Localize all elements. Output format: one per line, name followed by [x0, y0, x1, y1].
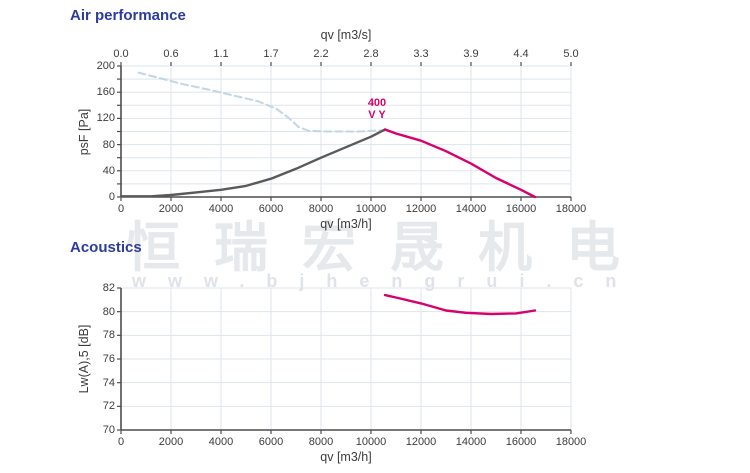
- top-tick-label: 1.7: [263, 48, 279, 60]
- system-curve: [137, 71, 386, 133]
- x-tick-label: 0: [117, 203, 125, 215]
- top-axis-title: qv [m3/s]: [320, 28, 372, 42]
- acoustics-plot: [117, 287, 572, 434]
- x-tick-label: 2000: [158, 203, 184, 215]
- noise-curve: [383, 293, 537, 316]
- y-axis-title: Lw(A),5 [dB]: [77, 324, 91, 394]
- x-tick-label: 10000: [355, 436, 387, 448]
- x-tick-label: 8000: [308, 436, 334, 448]
- top-tick-label: 3.3: [413, 48, 429, 60]
- curve-annotation-400-vy: 400 V Y: [347, 97, 407, 121]
- x-axis-title: qv [m3/h]: [320, 217, 372, 231]
- air-performance-title: Air performance: [70, 7, 186, 24]
- x-tick-label: 14000: [455, 436, 487, 448]
- x-tick-label: 2000: [158, 436, 184, 448]
- x-tick-label: 10000: [355, 203, 387, 215]
- x-tick-label: 4000: [208, 203, 234, 215]
- x-tick-label: 16000: [505, 203, 537, 215]
- fan-curve: [119, 128, 387, 198]
- air-performance-plot: [117, 62, 572, 201]
- y-tick-label: 200: [96, 60, 115, 72]
- top-tick-label: 1.1: [213, 48, 229, 60]
- x-tick-label: 12000: [405, 436, 437, 448]
- x-tick-label: 6000: [258, 203, 284, 215]
- y-tick-label: 72: [102, 400, 115, 413]
- top-tick-label: 0.6: [163, 48, 179, 60]
- y-tick-label: 160: [96, 86, 115, 99]
- y-tick-label: 80: [102, 138, 115, 151]
- y-tick-label: 76: [102, 353, 115, 365]
- x-axis-title: qv [m3/h]: [320, 450, 372, 464]
- y-tick-label: 74: [102, 376, 115, 389]
- x-tick-label: 12000: [405, 203, 437, 215]
- top-tick-label: 4.4: [513, 48, 529, 60]
- top-tick-label: 2.8: [363, 48, 379, 60]
- x-tick-label: 18000: [555, 436, 587, 448]
- y-tick-label: 82: [102, 282, 115, 294]
- y-tick-label: 78: [102, 329, 115, 342]
- x-tick-label: 0: [117, 436, 125, 448]
- operating-curve: [383, 128, 537, 199]
- top-tick-label: 0.0: [113, 48, 129, 60]
- annotation-line1: 400: [367, 96, 387, 109]
- x-tick-label: 6000: [258, 436, 284, 448]
- top-tick-label: 2.2: [313, 48, 329, 60]
- x-tick-label: 4000: [208, 436, 234, 448]
- watermark-chinese-text: 恒瑞宏晟机电: [126, 218, 654, 278]
- watermark-url-text: www.bjhengrui.cn: [132, 271, 639, 291]
- top-tick-label: 5.0: [563, 48, 579, 60]
- x-tick-label: 16000: [505, 436, 537, 448]
- annotation-line2: V Y: [368, 108, 386, 121]
- y-tick-label: 70: [102, 424, 115, 436]
- x-tick-label: 8000: [308, 203, 334, 215]
- y-tick-label: 40: [102, 164, 115, 177]
- y-tick-label: 120: [96, 112, 115, 125]
- x-tick-label: 14000: [455, 203, 487, 215]
- y-tick-label: 0: [108, 191, 115, 203]
- x-tick-label: 18000: [555, 203, 587, 215]
- y-tick-label: 80: [102, 305, 115, 318]
- acoustics-title: Acoustics: [70, 239, 142, 256]
- top-tick-label: 3.9: [463, 48, 479, 60]
